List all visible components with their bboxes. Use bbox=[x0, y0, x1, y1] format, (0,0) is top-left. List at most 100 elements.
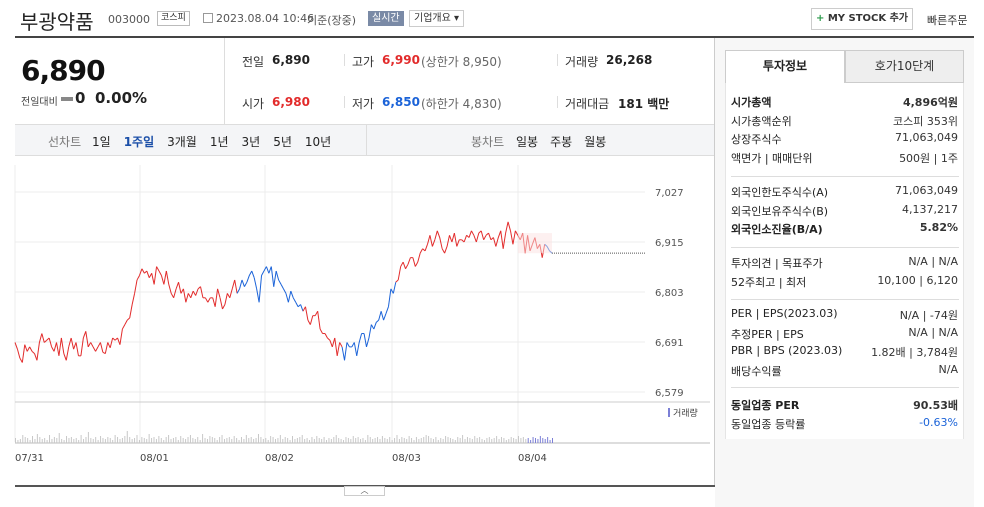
price-segment bbox=[307, 319, 311, 325]
volume-bar bbox=[296, 438, 298, 443]
tab-3m[interactable]: 3개월 bbox=[167, 135, 197, 149]
volume-bar bbox=[250, 437, 252, 443]
flat-icon bbox=[61, 97, 73, 101]
price-segment bbox=[412, 257, 416, 267]
tab-1y[interactable]: 1년 bbox=[209, 135, 229, 149]
volume-bar bbox=[49, 435, 51, 443]
price-segment bbox=[36, 342, 40, 361]
volume-bar bbox=[15, 438, 16, 443]
price-segment bbox=[148, 273, 153, 278]
volume-bar bbox=[299, 437, 301, 443]
volume-bar bbox=[255, 438, 257, 443]
volume-bar bbox=[68, 438, 70, 443]
volume-bar bbox=[129, 437, 131, 443]
tab-1d[interactable]: 1일 bbox=[92, 135, 111, 149]
volume-bar bbox=[479, 437, 481, 443]
volume-bar bbox=[267, 440, 269, 443]
tab-daily[interactable]: 일봉 bbox=[516, 135, 539, 149]
tab-invest-label: 투자정보 bbox=[762, 59, 808, 73]
price-segment bbox=[334, 337, 338, 356]
price-segment bbox=[87, 342, 92, 348]
price-segment bbox=[392, 282, 397, 294]
volume-bar bbox=[510, 437, 512, 443]
price-segment bbox=[285, 293, 289, 303]
invest-label: 52주최고 | 최저 bbox=[731, 275, 807, 289]
volume-bar bbox=[520, 438, 522, 443]
tab-weekly[interactable]: 주봉 bbox=[550, 135, 573, 149]
volume-bar bbox=[464, 439, 466, 443]
volume-bar bbox=[226, 438, 228, 443]
tab-invest-info[interactable]: 투자정보 bbox=[725, 50, 845, 83]
amount-unit: 백만 bbox=[647, 97, 670, 111]
price-segment bbox=[117, 337, 121, 345]
market-badge: 코스피 bbox=[157, 11, 190, 26]
volume-bar bbox=[46, 440, 48, 443]
volume-bar bbox=[236, 438, 238, 443]
volume-bar bbox=[355, 438, 357, 443]
price-segment bbox=[405, 264, 409, 270]
price-segment bbox=[278, 279, 282, 285]
tab-3y[interactable]: 3년 bbox=[241, 135, 261, 149]
tab-10y[interactable]: 10년 bbox=[304, 135, 332, 149]
tab-1w[interactable]: 1주일 bbox=[123, 135, 155, 149]
volume-bar bbox=[418, 439, 420, 443]
price-segment bbox=[19, 357, 23, 363]
price-segment bbox=[21, 344, 26, 363]
price-segment bbox=[212, 297, 216, 307]
toolbar-divider bbox=[366, 125, 367, 155]
volume-bar bbox=[316, 436, 318, 443]
price-segment bbox=[144, 270, 148, 274]
amount-value: 181 백만 bbox=[618, 95, 669, 112]
price-segment bbox=[297, 304, 301, 308]
volume-bar bbox=[423, 437, 425, 443]
price-segment bbox=[400, 261, 404, 267]
summary-sep-2 bbox=[344, 96, 345, 108]
volume-bar bbox=[343, 440, 345, 443]
high-value: 6,990 bbox=[382, 53, 420, 67]
invest-value: N/A | N/A bbox=[908, 325, 958, 339]
tab-order-book[interactable]: 호가10단계 bbox=[845, 50, 964, 83]
volume-bar bbox=[172, 438, 174, 443]
price-box-divider bbox=[224, 38, 225, 124]
volume-bar bbox=[391, 440, 393, 443]
volume-bar bbox=[401, 437, 403, 443]
price-segment bbox=[287, 291, 292, 303]
price-segment bbox=[300, 304, 304, 312]
volume-bar bbox=[486, 438, 488, 443]
company-info-button[interactable]: 기업개요 ▾ bbox=[409, 10, 465, 27]
price-segment bbox=[331, 337, 336, 348]
price-segment bbox=[324, 333, 328, 339]
price-segment bbox=[456, 239, 460, 247]
chevron-up-icon: ︿ bbox=[360, 486, 369, 495]
volume-bar bbox=[372, 439, 374, 443]
collapse-button[interactable]: ︿ bbox=[344, 486, 385, 496]
tab-monthly[interactable]: 월봉 bbox=[584, 135, 607, 149]
price-segment bbox=[229, 288, 233, 298]
price-segment bbox=[204, 297, 209, 303]
price-segment bbox=[370, 324, 375, 330]
price-segment bbox=[258, 275, 263, 303]
quick-order-link[interactable]: 빠른주문 bbox=[927, 14, 968, 27]
realtime-badge[interactable]: 실시간 bbox=[368, 11, 404, 26]
price-segment bbox=[292, 297, 297, 303]
volume-bar bbox=[304, 439, 306, 443]
price-segment bbox=[56, 342, 60, 356]
tab-order-label: 호가10단계 bbox=[874, 59, 935, 73]
volume-bar bbox=[313, 439, 315, 443]
volume-bar bbox=[294, 439, 296, 443]
price-segment bbox=[446, 235, 450, 247]
price-segment bbox=[444, 246, 448, 254]
mystock-add-button[interactable]: + MY STOCK 추가 bbox=[811, 8, 913, 30]
volume-bar bbox=[182, 438, 184, 443]
price-segment bbox=[466, 234, 470, 238]
tab-5y[interactable]: 5년 bbox=[273, 135, 292, 149]
price-segment bbox=[475, 232, 480, 243]
price-segment bbox=[483, 235, 487, 241]
volume-bar bbox=[328, 438, 330, 443]
volume-bar bbox=[223, 439, 225, 443]
price-segment bbox=[82, 331, 87, 339]
price-segment bbox=[431, 239, 436, 247]
price-segment bbox=[317, 311, 321, 330]
price-segment bbox=[256, 288, 260, 303]
volume-bar bbox=[78, 440, 80, 443]
